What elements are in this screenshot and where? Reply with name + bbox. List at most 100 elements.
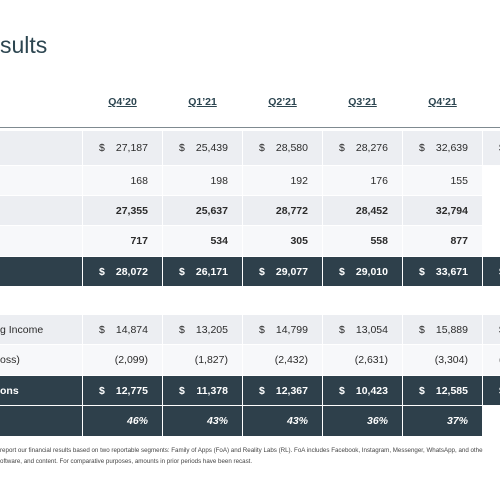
amount: 26,171 xyxy=(195,265,228,278)
amount: 13,054 xyxy=(355,323,388,336)
table-cell: 192 xyxy=(243,166,322,195)
currency: $ xyxy=(99,384,105,397)
table-cell: $14,799 xyxy=(243,315,322,344)
row-label-cell xyxy=(0,406,82,436)
table-cell: $33,671 xyxy=(403,257,482,286)
amount: (1,827) xyxy=(194,354,228,366)
amount: 46% xyxy=(126,415,148,427)
amount: 29,077 xyxy=(275,265,308,278)
table-cell: 558 xyxy=(323,226,402,256)
table-cell: (2,099) xyxy=(83,345,162,375)
header-rule xyxy=(0,127,500,128)
currency: $ xyxy=(259,265,265,278)
amount: (3,304) xyxy=(434,354,468,366)
currency: $ xyxy=(259,323,265,336)
table-cell: $28,276 xyxy=(323,131,402,165)
amount: 25,439 xyxy=(195,142,228,154)
amount: 28,452 xyxy=(355,204,388,217)
table-cell: $32,639 xyxy=(403,131,482,165)
amount: 28,772 xyxy=(275,204,308,217)
amount: 32,794 xyxy=(435,204,468,217)
currency: $ xyxy=(179,323,185,336)
title: sults xyxy=(0,32,48,58)
table-cell: 32,794 xyxy=(403,196,482,225)
table-cell: 198 xyxy=(163,166,242,195)
currency: $ xyxy=(99,142,105,154)
amount: 305 xyxy=(290,235,308,247)
amount: 877 xyxy=(450,235,468,247)
table-cell: (2,432) xyxy=(243,345,322,375)
table-cell: 43% xyxy=(163,406,242,436)
row-label-cell: ons xyxy=(0,376,82,405)
row-label: ons xyxy=(0,384,19,397)
currency: $ xyxy=(419,265,425,278)
table-cell: 176 xyxy=(323,166,402,195)
table-cell: $29,010 xyxy=(323,257,402,286)
table-cell: $27,187 xyxy=(83,131,162,165)
currency: $ xyxy=(419,384,425,397)
amount: 12,585 xyxy=(435,384,468,397)
amount: 37% xyxy=(446,415,468,427)
table-cell: $25,439 xyxy=(163,131,242,165)
amount: 14,799 xyxy=(275,323,308,336)
table-cell: 717 xyxy=(83,226,162,256)
footnote: oftware, and content. For comparative pu… xyxy=(0,458,253,465)
currency: $ xyxy=(99,323,105,336)
amount: 33,671 xyxy=(435,265,468,278)
amount: 43% xyxy=(206,415,228,427)
amount: (2,631) xyxy=(354,354,388,366)
row-label: oss) xyxy=(0,354,20,366)
amount: 28,072 xyxy=(115,265,148,278)
table-cell: $29,077 xyxy=(243,257,322,286)
table-cell: $ xyxy=(483,131,500,165)
amount: 534 xyxy=(210,235,228,247)
amount: 155 xyxy=(450,174,468,187)
row-label-cell xyxy=(0,166,82,195)
amount: 717 xyxy=(130,235,148,247)
table-cell: (1,827) xyxy=(163,345,242,375)
currency: $ xyxy=(339,142,345,154)
table-cell: 46% xyxy=(83,406,162,436)
amount: 12,367 xyxy=(275,384,308,397)
table-cell: (3,304) xyxy=(403,345,482,375)
amount: 27,355 xyxy=(115,204,148,217)
currency: $ xyxy=(99,265,105,278)
table-cell: $11,378 xyxy=(163,376,242,405)
currency: $ xyxy=(179,265,185,278)
amount: 32,639 xyxy=(435,142,468,154)
table-cell: $12,775 xyxy=(83,376,162,405)
amount: 176 xyxy=(370,174,388,187)
table-cell: 155 xyxy=(403,166,482,195)
currency: $ xyxy=(419,142,425,154)
table-cell: $14,874 xyxy=(83,315,162,344)
amount: (2,432) xyxy=(274,354,308,366)
currency: $ xyxy=(339,384,345,397)
table-cell: $12,585 xyxy=(403,376,482,405)
amount: 36% xyxy=(366,415,388,427)
amount: (2,099) xyxy=(114,354,148,366)
column-header: Q1’21 xyxy=(188,96,217,108)
currency: $ xyxy=(179,142,185,154)
amount: 28,276 xyxy=(355,142,388,154)
table-cell: $15,889 xyxy=(403,315,482,344)
row-label-cell: g Income xyxy=(0,315,82,344)
table-cell: $26,171 xyxy=(163,257,242,286)
table-cell: $13,205 xyxy=(163,315,242,344)
column-header: Q3’21 xyxy=(348,96,377,108)
column-header: Q4’21 xyxy=(428,96,457,108)
table-cell: 28,452 xyxy=(323,196,402,225)
currency: $ xyxy=(259,142,265,154)
table-cell: $ xyxy=(483,257,500,286)
amount: 25,637 xyxy=(195,204,228,217)
column-header: Q4’20 xyxy=(108,96,137,108)
currency: $ xyxy=(419,323,425,336)
table-cell: 28,772 xyxy=(243,196,322,225)
row-label-cell xyxy=(0,131,82,165)
amount: 14,874 xyxy=(115,323,148,336)
table-cell: 37% xyxy=(403,406,482,436)
row-label-cell xyxy=(0,226,82,256)
table-cell: ( xyxy=(483,345,500,375)
table-cell: $28,072 xyxy=(83,257,162,286)
amount: 27,187 xyxy=(115,142,148,154)
